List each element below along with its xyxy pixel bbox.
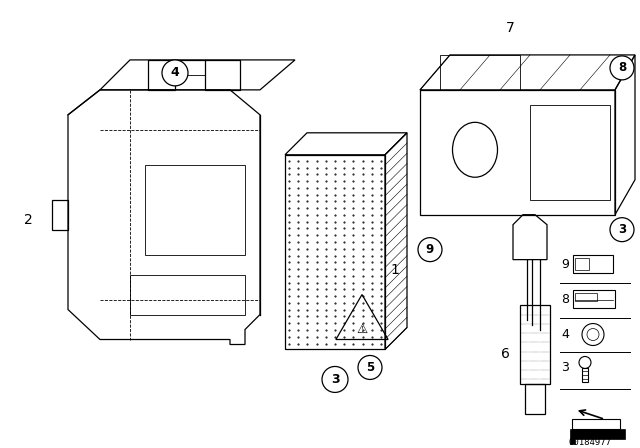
Circle shape	[322, 366, 348, 392]
Circle shape	[162, 60, 188, 86]
Text: 2: 2	[24, 213, 33, 227]
Text: ⚠: ⚠	[356, 323, 367, 336]
Text: O0184977: O0184977	[568, 438, 611, 447]
Text: 3: 3	[331, 373, 339, 386]
Bar	[575, 293, 597, 301]
Circle shape	[610, 218, 634, 241]
Polygon shape	[570, 429, 625, 444]
Text: 7: 7	[506, 21, 515, 35]
Bar	[285, 155, 385, 349]
Bar	[582, 368, 588, 383]
Bar	[573, 254, 613, 272]
Text: 8: 8	[561, 293, 569, 306]
Circle shape	[358, 355, 382, 379]
Text: 8: 8	[618, 61, 626, 74]
Text: 9: 9	[426, 243, 434, 256]
Text: 4: 4	[561, 328, 569, 341]
Text: 5: 5	[366, 361, 374, 374]
Text: 4: 4	[171, 66, 179, 79]
Text: 9: 9	[561, 258, 569, 271]
Text: 6: 6	[500, 348, 509, 362]
Circle shape	[418, 237, 442, 262]
Text: 1: 1	[390, 263, 399, 276]
Text: 3: 3	[618, 223, 626, 236]
Bar	[575, 258, 589, 270]
Text: 3: 3	[561, 361, 569, 374]
Circle shape	[610, 56, 634, 80]
Bar	[573, 289, 615, 308]
